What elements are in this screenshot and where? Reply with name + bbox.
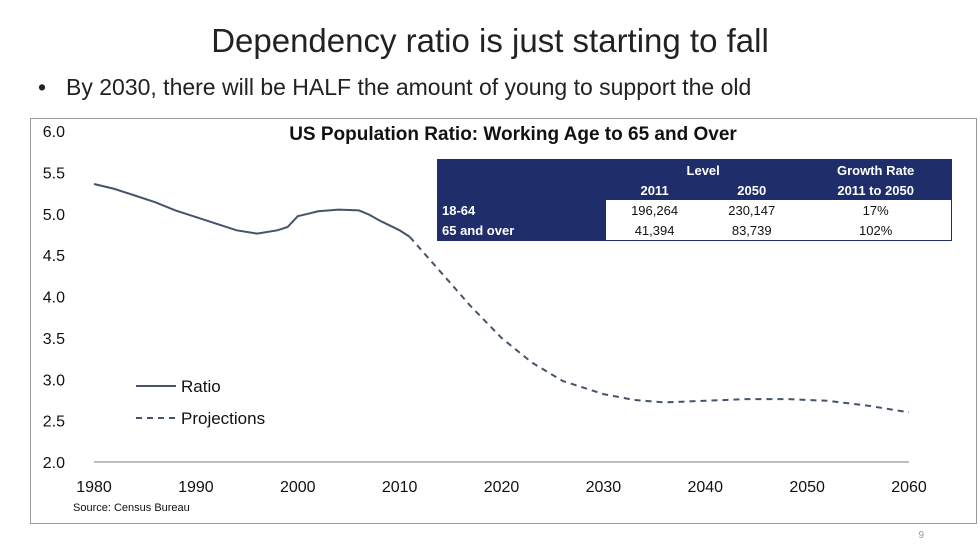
cell-2050: 83,739 — [731, 222, 772, 238]
y-tick-labels: 2.0 2.5 3.0 3.5 4.0 4.5 5.0 5.5 6.0 — [43, 124, 65, 472]
x-tick-label: 2060 — [891, 479, 927, 496]
x-tick-labels: 1980 1990 2000 2010 2020 2030 2040 2050 2060 — [76, 479, 927, 496]
x-tick-label: 1980 — [76, 479, 112, 496]
table-corner — [438, 160, 606, 180]
table-corner-2 — [438, 180, 606, 200]
y-tick-label: 3.5 — [43, 331, 65, 348]
header-2050: 2050 — [703, 180, 801, 200]
legend-label: Ratio — [181, 377, 221, 396]
x-tick-label: 2020 — [484, 479, 520, 496]
y-tick-label: 3.0 — [43, 372, 65, 389]
x-tick-label: 2050 — [789, 479, 825, 496]
y-tick-label: 2.0 — [43, 455, 65, 472]
x-tick-label: 2040 — [687, 479, 723, 496]
row-label: 18-64 — [438, 200, 606, 220]
y-tick-label: 6.0 — [43, 124, 65, 141]
bullet-text: By 2030, there will be HALF the amount o… — [66, 74, 752, 100]
header-growth-range: 2011 to 2050 — [800, 180, 951, 200]
y-tick-label: 5.5 — [43, 165, 65, 182]
x-tick-label: 2030 — [586, 479, 622, 496]
header-2011: 2011 — [606, 180, 704, 200]
header-growth: Growth Rate — [800, 160, 951, 180]
cell-growth: 17% — [862, 202, 889, 218]
series-line-ratio — [93, 183, 411, 238]
header-level: Level — [606, 160, 801, 180]
x-tick-label: 2010 — [382, 479, 418, 496]
slide-title: Dependency ratio is just starting to fal… — [211, 22, 769, 59]
bullet-dot-icon: • — [38, 74, 47, 100]
y-tick-label: 5.0 — [43, 207, 65, 224]
cell-2011: 41,394 — [634, 222, 675, 238]
chart-title: US Population Ratio: Working Age to 65 a… — [289, 124, 737, 145]
source-note: Source: Census Bureau — [73, 502, 190, 514]
population-table: Level Growth Rate 2011 2050 2011 to 2050… — [437, 159, 952, 241]
line-chart: US Population Ratio: Working Age to 65 a… — [43, 124, 927, 514]
cell-2011: 196,264 — [631, 202, 679, 218]
x-tick-label: 2000 — [280, 479, 316, 496]
bullet-line: • By 2030, there will be HALF the amount … — [38, 74, 751, 101]
y-tick-label: 4.0 — [43, 290, 65, 307]
series-layer — [93, 183, 910, 414]
y-tick-label: 2.5 — [43, 414, 65, 431]
cell-growth: 102% — [859, 222, 893, 238]
series-line-projections — [409, 236, 910, 414]
table-row: 18-64 196,264 230,147 17% — [438, 200, 951, 220]
legend: Ratio Projections — [136, 377, 265, 428]
table-row: 65 and over 41,394 83,739 102% — [438, 220, 951, 240]
y-tick-label: 4.5 — [43, 248, 65, 265]
x-tick-label: 1990 — [178, 479, 214, 496]
row-label: 65 and over — [438, 220, 606, 240]
cell-2050: 230,147 — [728, 202, 776, 218]
chart-frame: US Population Ratio: Working Age to 65 a… — [30, 118, 977, 524]
page-number: 9 — [918, 530, 924, 541]
legend-label: Projections — [181, 409, 265, 428]
